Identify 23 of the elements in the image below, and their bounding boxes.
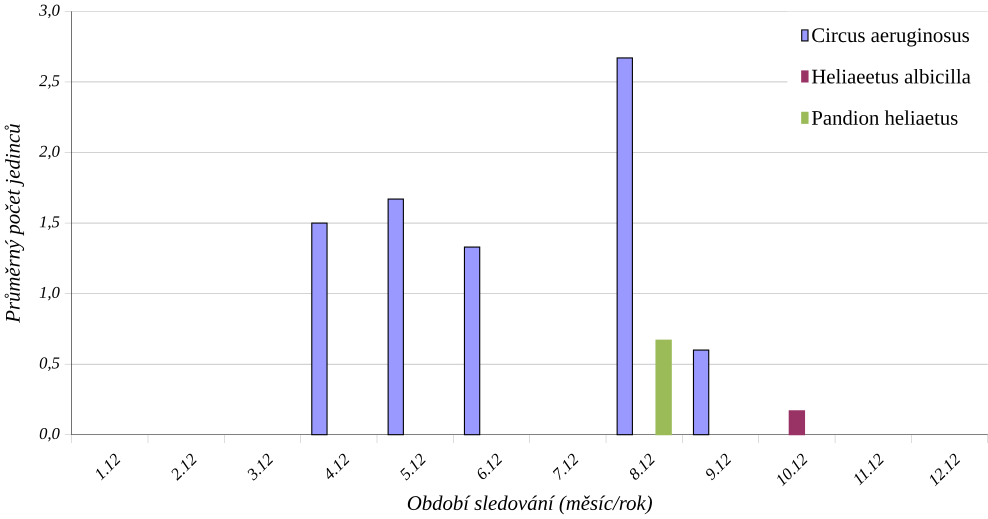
x-tick-label: 9.12	[706, 454, 732, 480]
legend-label: Pandion heliaetus	[812, 110, 958, 125]
y-tick-label: 0,5	[40, 357, 60, 372]
legend-label: Heliaeetus albicilla	[812, 69, 971, 84]
y-tick-label: 1,5	[40, 216, 60, 230]
y-tick-label: 3,0	[39, 4, 60, 18]
bar	[788, 410, 806, 436]
x-tick-label: 3.12	[248, 454, 274, 481]
y-tick-label: 2,0	[39, 146, 60, 160]
x-tick-label: 5.12	[400, 454, 426, 480]
y-tick-label: 1,0	[40, 286, 60, 300]
x-tick-label: 6.12	[478, 454, 502, 480]
bar	[655, 340, 672, 436]
y-tick-label: 0,0	[40, 428, 60, 442]
x-tick-label: 8.12	[630, 454, 655, 480]
x-tick-label: 1.12	[96, 454, 120, 480]
x-tick-label: 7.12	[552, 454, 578, 480]
x-tick-label: 2.12	[171, 454, 197, 481]
x-axis-title: Období sledování (měsíc/rok)	[408, 496, 652, 514]
y-tick-label: 2,5	[39, 75, 60, 89]
y-axis-title: Průměrný počet jedinců	[4, 124, 24, 323]
x-tick-label: 4.12	[326, 454, 350, 480]
legend-label: Circus aeruginosus	[812, 28, 969, 46]
